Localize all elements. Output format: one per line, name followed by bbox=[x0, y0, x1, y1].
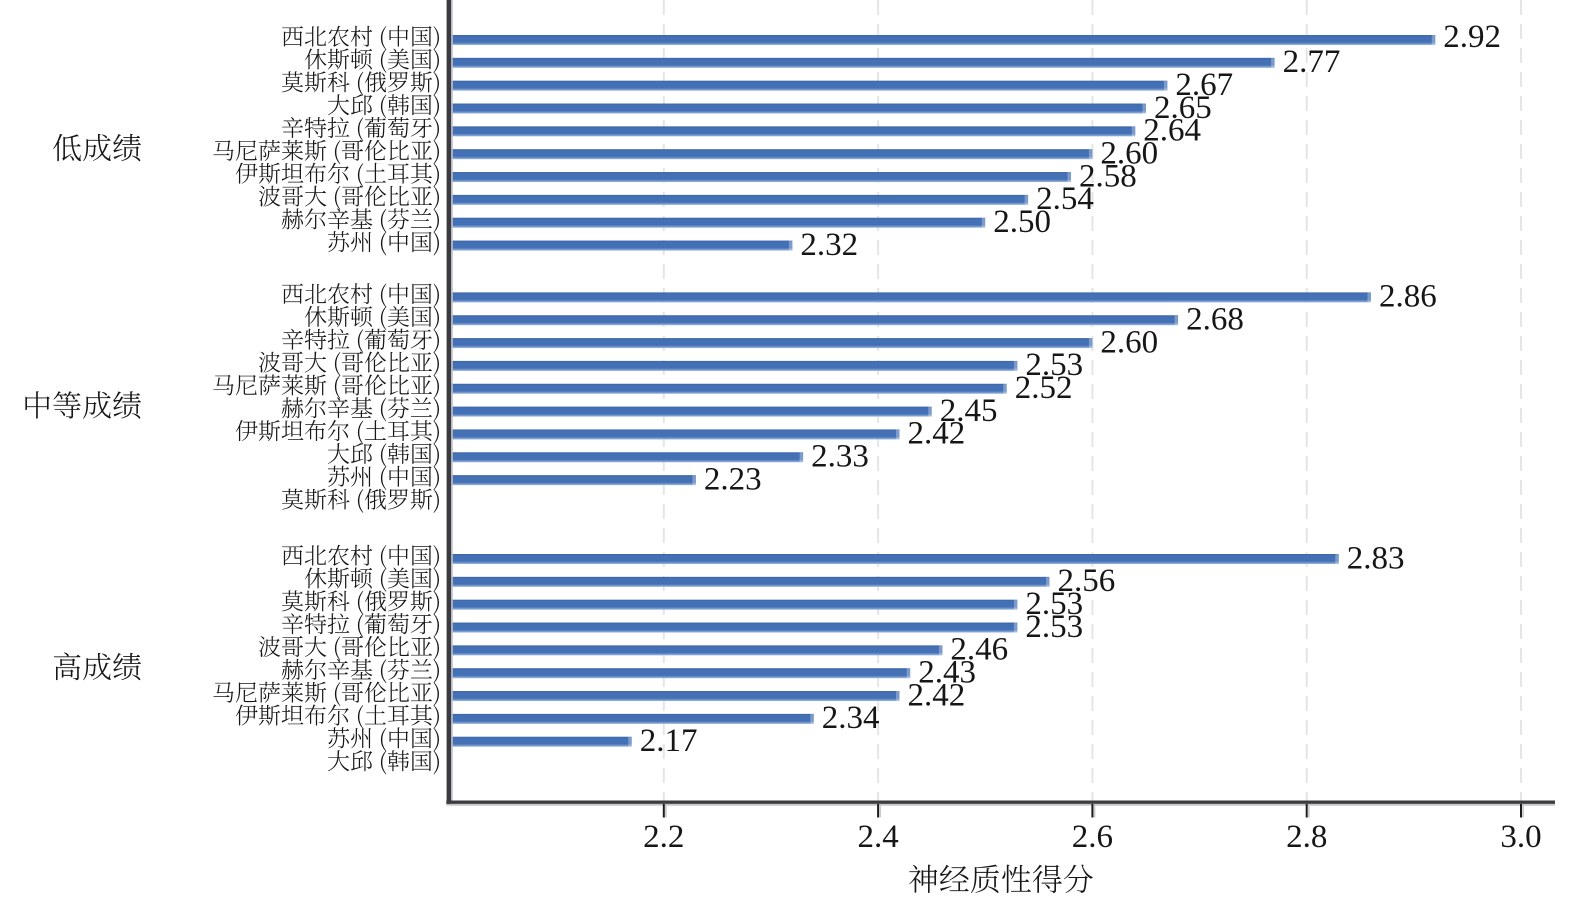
svg-text:2.32: 2.32 bbox=[800, 227, 858, 263]
svg-text:3.0: 3.0 bbox=[1500, 819, 1541, 855]
svg-text:2.83: 2.83 bbox=[1347, 540, 1405, 576]
svg-text:2.54: 2.54 bbox=[1036, 181, 1094, 217]
svg-text:2.58: 2.58 bbox=[1079, 158, 1137, 194]
svg-text:2.43: 2.43 bbox=[918, 655, 976, 691]
svg-text:2.92: 2.92 bbox=[1443, 19, 1501, 55]
svg-text:2.53: 2.53 bbox=[1025, 586, 1083, 622]
svg-text:2.68: 2.68 bbox=[1186, 302, 1244, 338]
svg-text:2.45: 2.45 bbox=[940, 393, 998, 429]
svg-text:2.56: 2.56 bbox=[1058, 563, 1116, 599]
svg-text:2.42: 2.42 bbox=[908, 416, 966, 452]
svg-text:2.77: 2.77 bbox=[1283, 44, 1341, 80]
svg-text:2.64: 2.64 bbox=[1143, 113, 1201, 149]
svg-text:2.6: 2.6 bbox=[1072, 819, 1113, 855]
svg-text:2.33: 2.33 bbox=[811, 439, 869, 475]
svg-text:2.50: 2.50 bbox=[993, 204, 1051, 240]
svg-text:2.23: 2.23 bbox=[704, 461, 762, 497]
svg-text:2.60: 2.60 bbox=[1100, 136, 1158, 172]
svg-text:2.17: 2.17 bbox=[640, 723, 698, 759]
svg-text:2.86: 2.86 bbox=[1379, 279, 1437, 315]
svg-text:2.34: 2.34 bbox=[822, 700, 880, 736]
svg-text:2.65: 2.65 bbox=[1154, 90, 1212, 126]
svg-text:2.4: 2.4 bbox=[857, 819, 898, 855]
svg-text:2.53: 2.53 bbox=[1025, 609, 1083, 645]
svg-text:2.52: 2.52 bbox=[1015, 370, 1073, 406]
svg-text:2.67: 2.67 bbox=[1175, 67, 1233, 103]
svg-text:2.46: 2.46 bbox=[950, 632, 1008, 668]
svg-text:2.8: 2.8 bbox=[1286, 819, 1327, 855]
svg-text:2.42: 2.42 bbox=[908, 677, 966, 713]
svg-text:2.2: 2.2 bbox=[643, 819, 684, 855]
svg-text:2.53: 2.53 bbox=[1025, 347, 1083, 383]
svg-text:2.60: 2.60 bbox=[1100, 324, 1158, 360]
